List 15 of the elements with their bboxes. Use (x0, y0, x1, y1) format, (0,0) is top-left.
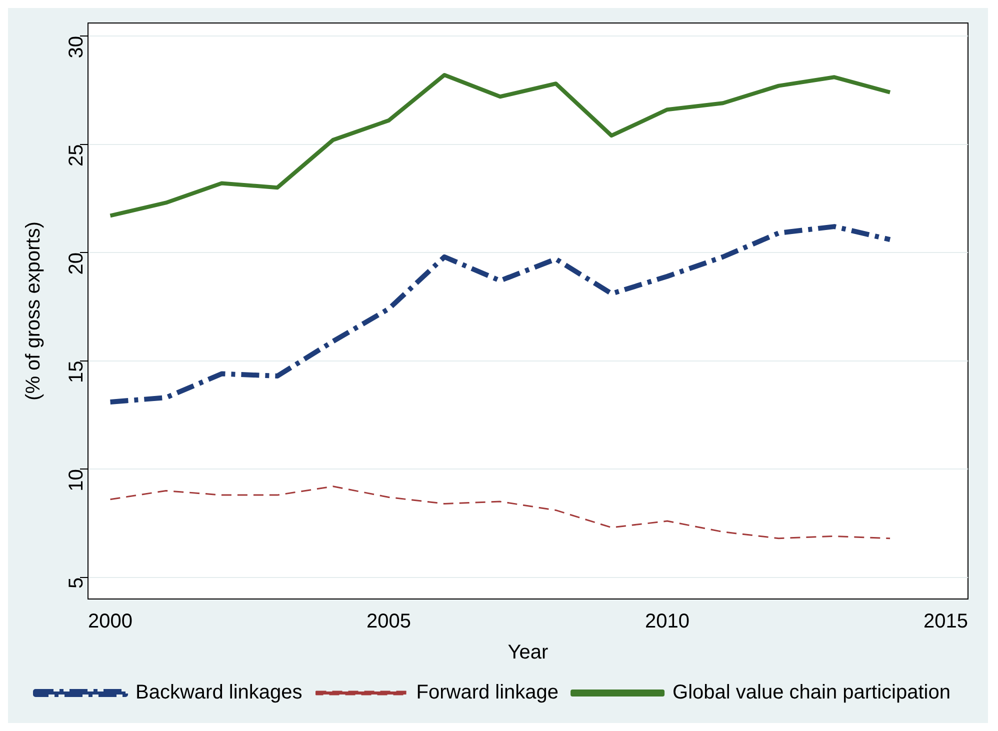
y-tick-label: 25 (66, 144, 88, 167)
x-axis-title: Year (508, 642, 549, 664)
legend-label: Backward linkages (136, 682, 302, 704)
legend-label: Global value chain participation (672, 682, 950, 704)
y-tick-label: 20 (66, 252, 88, 275)
x-tick-label: 2005 (366, 610, 412, 633)
x-tick-label: 2015 (923, 610, 968, 633)
legend-label: Forward linkage (416, 682, 559, 704)
y-tick-label: 30 (66, 36, 88, 58)
y-tick-label: 5 (66, 577, 88, 588)
x-tick-label: 2010 (644, 610, 690, 633)
y-tick-label: 15 (66, 360, 88, 384)
x-tick-label: 2000 (88, 610, 133, 633)
y-tick-label: 10 (66, 469, 88, 492)
y-axis-title: (% of gross exports) (22, 222, 45, 400)
